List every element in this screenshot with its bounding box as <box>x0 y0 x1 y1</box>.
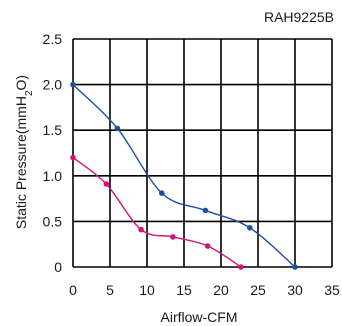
x-tick-label: 5 <box>106 282 114 298</box>
x-tick-labels: 0 5 10 15 20 25 30 35 <box>69 282 340 298</box>
x-tick-label: 20 <box>213 282 229 298</box>
x-axis-title: Airflow-CFM <box>161 309 238 325</box>
data-point <box>170 234 176 240</box>
y-axis-title-subscript: 2 <box>24 90 35 96</box>
data-point <box>238 264 244 270</box>
y-tick-label: 1.0 <box>43 168 63 184</box>
data-point <box>159 190 165 196</box>
series-lines <box>70 81 298 270</box>
y-tick-label: 0 <box>54 259 62 275</box>
y-axis-title: Static Pressure(mmH2O) <box>13 75 35 229</box>
x-tick-label: 30 <box>287 282 303 298</box>
y-tick-label: 1.5 <box>43 122 63 138</box>
data-point <box>138 226 144 233</box>
x-tick-label: 35 <box>324 282 340 298</box>
x-tick-label: 25 <box>250 282 266 298</box>
data-point <box>103 181 110 187</box>
x-tick-label: 15 <box>176 282 192 298</box>
y-tick-label: 2.0 <box>43 77 63 93</box>
y-axis-title-end: O) <box>13 75 29 91</box>
data-point <box>70 81 76 88</box>
y-tick-label: 2.5 <box>43 31 63 47</box>
data-point <box>247 224 253 231</box>
x-tick-label: 10 <box>139 282 155 298</box>
series-line-2 <box>72 157 242 268</box>
series-line-1 <box>72 84 296 268</box>
y-tick-labels: 0 0.5 1.0 1.5 2.0 2.5 <box>43 31 63 275</box>
x-tick-label: 0 <box>69 282 77 298</box>
data-point <box>70 154 76 161</box>
model-label: RAH9225B <box>264 9 334 25</box>
data-point <box>202 207 209 214</box>
y-tick-label: 0.5 <box>43 213 63 229</box>
y-axis-title-main: Static Pressure(mmH <box>13 96 29 229</box>
data-point <box>114 125 121 132</box>
data-point <box>292 264 298 270</box>
data-point <box>204 243 211 249</box>
plot-grid <box>72 38 333 268</box>
